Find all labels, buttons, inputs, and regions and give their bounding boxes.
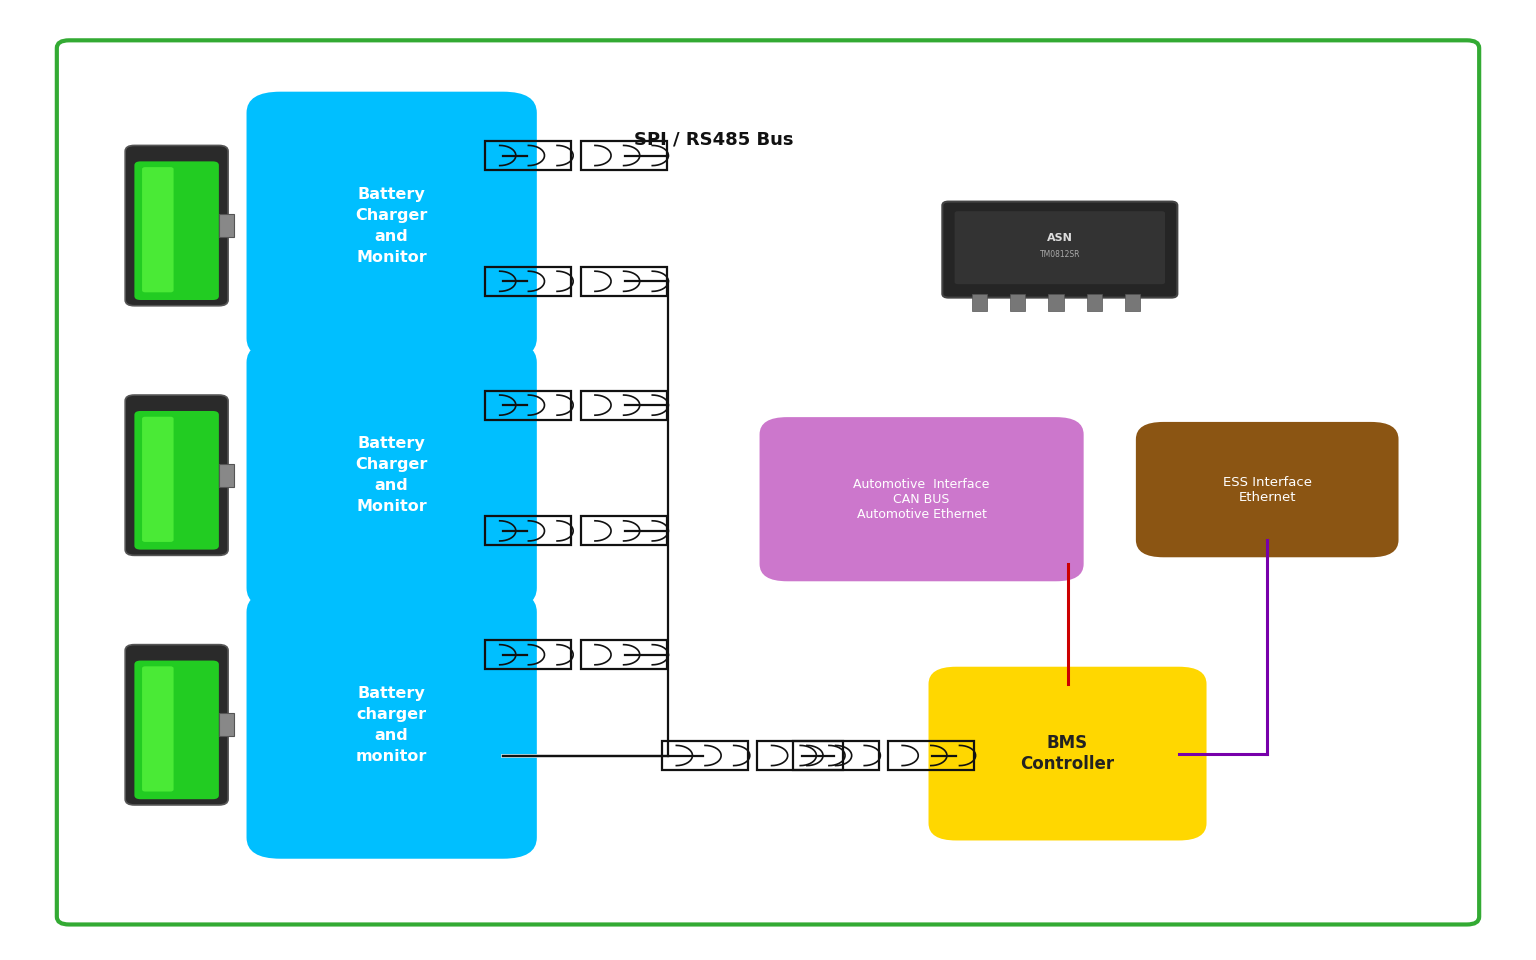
FancyBboxPatch shape [942,202,1177,298]
Text: BMS
Controller: BMS Controller [1020,734,1115,773]
Bar [581,391,667,420]
Bar [485,640,571,669]
Bar [485,516,571,545]
Text: SPI / RS485 Bus: SPI / RS485 Bus [634,131,794,148]
FancyBboxPatch shape [141,417,174,541]
FancyBboxPatch shape [135,411,220,549]
Bar [220,464,235,487]
FancyBboxPatch shape [124,645,229,804]
Bar [1124,294,1140,311]
Bar [793,741,879,770]
Bar [485,391,571,420]
FancyBboxPatch shape [135,161,220,300]
FancyBboxPatch shape [759,417,1083,582]
FancyBboxPatch shape [1135,422,1398,557]
Bar [485,267,571,296]
Bar [581,640,667,669]
FancyBboxPatch shape [135,660,220,799]
Bar [220,713,235,736]
Bar [1011,294,1026,311]
FancyBboxPatch shape [246,92,538,360]
Bar [220,214,235,237]
FancyBboxPatch shape [954,211,1164,284]
FancyBboxPatch shape [246,342,538,610]
Text: Battery
Charger
and
Monitor: Battery Charger and Monitor [355,436,429,515]
FancyBboxPatch shape [124,145,229,305]
FancyBboxPatch shape [928,666,1206,841]
Text: ASN: ASN [1048,233,1072,243]
Bar [581,141,667,170]
FancyBboxPatch shape [57,40,1479,924]
Bar [485,141,571,170]
Bar [888,741,974,770]
Text: TM0812SR: TM0812SR [1040,250,1080,259]
Text: Automotive  Interface
CAN BUS
Automotive Ethernet: Automotive Interface CAN BUS Automotive … [854,478,989,520]
FancyBboxPatch shape [246,591,538,858]
Bar [1086,294,1101,311]
FancyBboxPatch shape [141,167,174,292]
Bar [971,294,986,311]
Bar [662,741,748,770]
FancyBboxPatch shape [141,666,174,791]
Text: Battery
charger
and
monitor: Battery charger and monitor [356,685,427,764]
Bar [581,516,667,545]
Bar [1048,294,1063,311]
Text: Battery
Charger
and
Monitor: Battery Charger and Monitor [355,186,429,265]
Bar [757,741,843,770]
FancyBboxPatch shape [124,396,229,555]
Bar [581,267,667,296]
Text: ESS Interface
Ethernet: ESS Interface Ethernet [1223,475,1312,504]
